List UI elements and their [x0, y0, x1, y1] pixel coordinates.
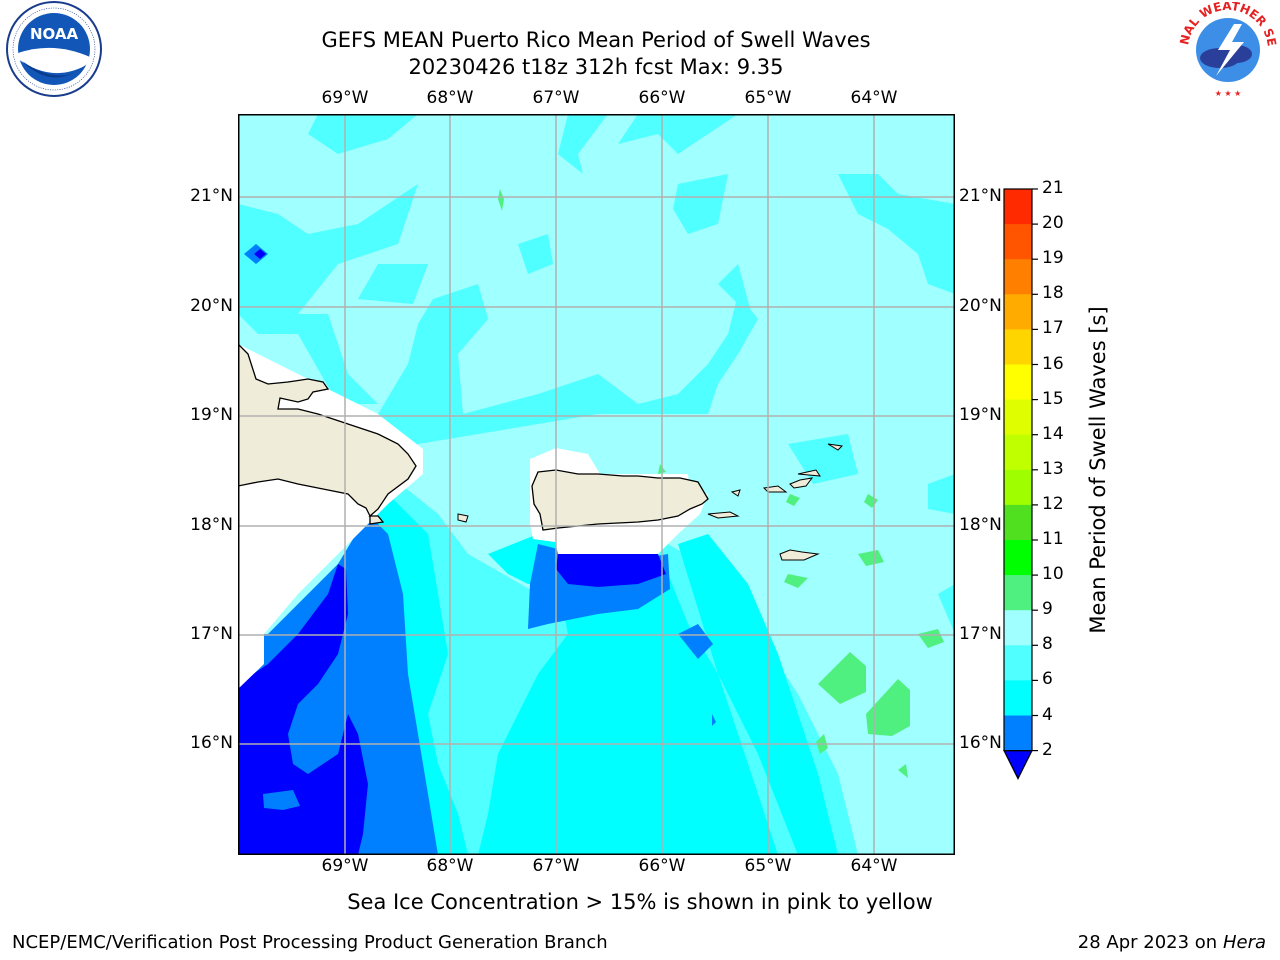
svg-text:★ ★ ★: ★ ★ ★: [1215, 89, 1242, 98]
colorbar-tick-label: 17: [1042, 318, 1064, 339]
lat-label-left: 17°N: [190, 624, 233, 644]
lat-label-left: 18°N: [190, 515, 233, 535]
footer-organization: NCEP/EMC/Verification Post Processing Pr…: [12, 932, 608, 953]
colorbar-segment: [1004, 189, 1032, 225]
graticule: [238, 114, 955, 855]
colorbar-tick-label: 21: [1042, 178, 1064, 198]
lat-label-left: 16°N: [190, 733, 233, 753]
colorbar-tick-label: 6: [1042, 669, 1053, 690]
lat-label-left: 20°N: [190, 296, 233, 316]
colorbar: [990, 185, 1080, 789]
colorbar-segment: [1004, 329, 1032, 365]
swell-period-map: [238, 114, 955, 859]
colorbar-segment: [1004, 434, 1032, 471]
lat-label-right: 20°N: [959, 296, 1002, 316]
mona-island: [457, 513, 469, 523]
lon-label-bottom: 64°W: [850, 856, 898, 876]
colorbar-tick-label: 8: [1042, 634, 1053, 655]
colorbar-segment: [1004, 364, 1032, 401]
lat-label-left: 19°N: [190, 405, 233, 425]
lat-label-right: 21°N: [959, 186, 1002, 206]
lon-label-top: 67°W: [532, 88, 580, 108]
colorbar-extension: [1003, 750, 1033, 780]
lat-label-right: 16°N: [959, 733, 1002, 753]
colorbar-tick-label: 10: [1042, 564, 1064, 585]
lon-label-bottom: 65°W: [744, 856, 792, 876]
lon-label-bottom: 68°W: [426, 856, 474, 876]
lat-label-right: 19°N: [959, 405, 1002, 425]
lon-label-top: 66°W: [638, 88, 686, 108]
lon-label-bottom: 67°W: [532, 856, 580, 876]
noaa-logo-text: NOAA: [30, 25, 79, 43]
colorbar-segment: [1004, 259, 1032, 295]
colorbar-tick-label: 4: [1042, 704, 1053, 725]
lon-label-top: 68°W: [426, 88, 474, 108]
colorbar-segment: [1004, 224, 1032, 260]
colorbar-tick-label: 18: [1042, 283, 1064, 304]
sea-ice-note: Sea Ice Concentration > 15% is shown in …: [347, 890, 933, 914]
virgin-islands: [707, 443, 844, 561]
colorbar-segment: [1004, 610, 1032, 646]
colorbar-segment: [1004, 575, 1032, 611]
colorbar-segment: [1004, 715, 1032, 752]
lon-label-bottom: 66°W: [638, 856, 686, 876]
map-frame: [238, 114, 955, 855]
colorbar-tick-label: 9: [1042, 599, 1053, 620]
colorbar-segment: [1004, 294, 1032, 330]
colorbar-tick-label: 2: [1042, 739, 1053, 760]
chart-title: GEFS MEAN Puerto Rico Mean Period of Swe…: [321, 28, 871, 52]
colorbar-segment: [1004, 399, 1032, 436]
lon-label-top: 64°W: [850, 88, 898, 108]
colorbar-tick-label: 15: [1042, 388, 1064, 409]
colorbar-segment: [1004, 680, 1032, 716]
lat-label-right: 17°N: [959, 624, 1002, 644]
footer-date: 28 Apr 2023 on Hera: [1078, 932, 1266, 953]
colorbar-segment: [1004, 645, 1032, 681]
footer-host: Hera: [1222, 932, 1266, 953]
lon-label-top: 65°W: [744, 88, 792, 108]
footer-date-text: 28 Apr 2023 on: [1077, 932, 1223, 953]
lat-label-left: 21°N: [190, 186, 233, 206]
colorbar-segment: [1004, 504, 1032, 541]
lat-label-right: 18°N: [959, 515, 1002, 535]
chart-subtitle: 20230426 t18z 312h fcst Max: 9.35: [408, 55, 784, 79]
field-below-2s: [238, 249, 666, 855]
hispaniola-land: [238, 343, 417, 525]
colorbar-tick-label: 16: [1042, 353, 1064, 374]
nws-logo: NATIONAL WEATHER SERVICE ★ ★ ★: [1171, 0, 1280, 106]
puerto-rico-land: [531, 469, 709, 531]
colorbar-tick-label: 20: [1042, 213, 1064, 234]
colorbar-segment: [1004, 540, 1032, 576]
colorbar-tick-label: 12: [1042, 493, 1064, 514]
colorbar-tick-label: 13: [1042, 458, 1064, 479]
colorbar-tick-label: 19: [1042, 248, 1064, 269]
colorbar-segment: [1004, 469, 1032, 506]
lon-label-bottom: 69°W: [321, 856, 369, 876]
lon-label-top: 69°W: [321, 88, 369, 108]
colorbar-title: Mean Period of Swell Waves [s]: [1086, 306, 1110, 634]
colorbar-tick-label: 14: [1042, 423, 1064, 444]
noaa-logo: NOAA: [2, 1, 106, 105]
colorbar-tick-label: 11: [1042, 529, 1064, 549]
